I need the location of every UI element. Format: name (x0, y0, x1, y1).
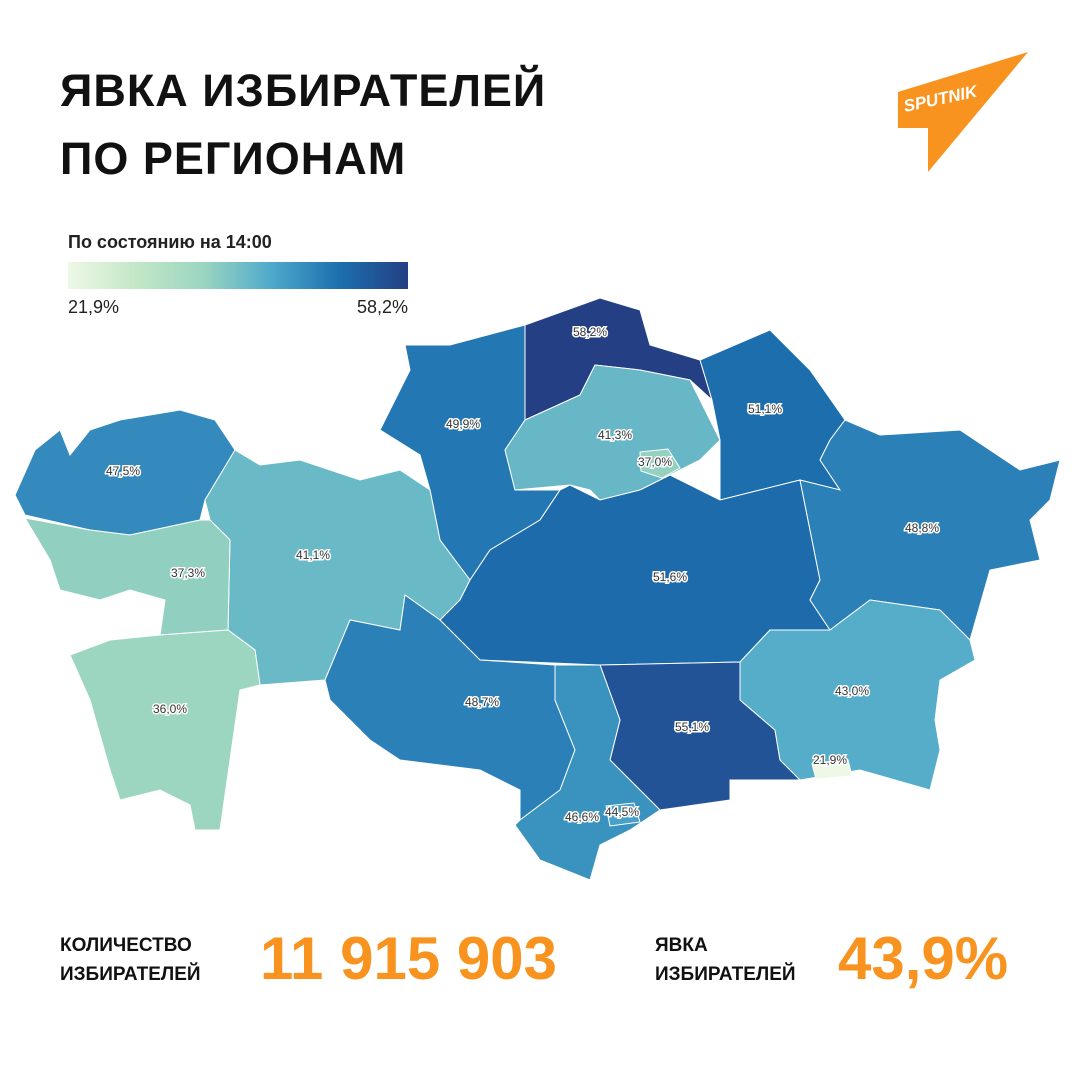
region-label: 37,0% (638, 455, 672, 469)
title-line: ЯВКА ИЗБИРАТЕЛЕЙ (60, 65, 546, 116)
region (514, 664, 661, 881)
region-label: 48,7% (465, 695, 499, 709)
logo: SPUTNIK (898, 52, 1028, 172)
footer-label: ИЗБИРАТЕЛЕЙ (60, 963, 201, 985)
region-label: 55,1% (675, 720, 709, 734)
region-label: 21,9% (813, 753, 847, 767)
legend-bar (68, 262, 408, 289)
legend-max: 58,2% (357, 297, 408, 317)
footer-label: ИЗБИРАТЕЛЕЙ (655, 963, 796, 985)
region-label: 49,9% (446, 417, 480, 431)
region-label: 51,1% (748, 402, 782, 416)
region (69, 629, 261, 831)
region-label: 51,6% (653, 570, 687, 584)
region-label: 43,0% (835, 684, 869, 698)
region-label: 48,8% (905, 521, 939, 535)
footer-value: 11 915 903 (260, 925, 557, 992)
region-label: 47,5% (106, 464, 140, 478)
region-label: 58,2% (573, 325, 607, 339)
region-label: 41,3% (598, 428, 632, 442)
region-label: 46,6% (565, 810, 599, 824)
region-label: 37,3% (171, 566, 205, 580)
logo-shape (898, 52, 1028, 172)
region-label: 36,0% (153, 702, 187, 716)
map: 58,2% 49,9% 41,3% 37,0% 51,1% 47,5% 41,1% 37,3%… (14, 297, 1061, 881)
region-label: 44,5% (605, 805, 639, 819)
region-label: 41,1% (296, 548, 330, 562)
footer-value: 43,9% (838, 925, 1008, 992)
legend-min: 21,9% (68, 297, 119, 317)
region (739, 599, 976, 791)
footer-label: КОЛИЧЕСТВО (60, 935, 192, 956)
region (639, 448, 681, 479)
region (799, 419, 1061, 641)
legend-title: По состоянию на 14:00 (68, 232, 272, 252)
footer-label: ЯВКА (655, 935, 708, 956)
region (811, 759, 853, 780)
region (605, 802, 641, 827)
title-line: ПО РЕГИОНАМ (60, 133, 406, 184)
